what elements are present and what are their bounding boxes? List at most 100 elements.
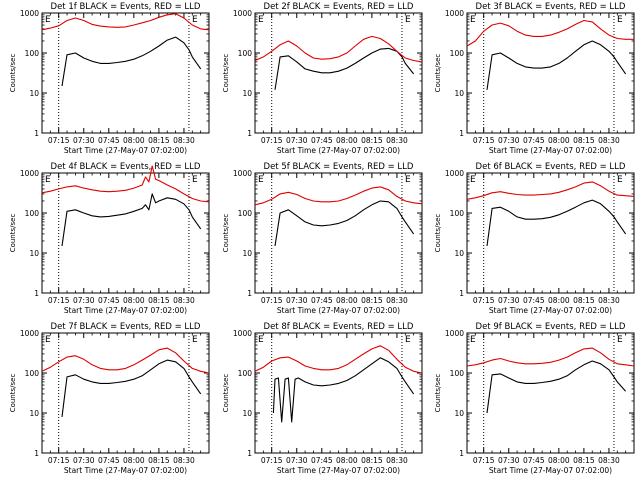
event-marker-label: E [617,15,623,25]
y-tick-label: 100 [450,369,465,378]
panel-det-1: Det 1f BLACK = Events, RED = LLD 1 10 100 10… [9,2,210,155]
y-axis-label: Counts/sec [434,54,442,93]
y-tick-label: 100 [238,369,253,378]
x-tick-label: 08:30 [173,136,195,145]
x-tick-label: 08:30 [386,296,408,305]
events-series-line [274,200,415,247]
y-tick-label: 100 [238,209,253,218]
x-tick-label: 08:30 [386,136,408,145]
x-axis-label: Start Time (27-May-07 07:02:00) [64,306,187,315]
y-tick-label: 1000 [20,169,39,178]
y-tick-label: 10 [29,89,39,98]
x-tick-label: 07:30 [286,296,308,305]
y-tick-label: 10 [454,409,464,418]
x-tick-label: 08:15 [573,136,595,145]
y-tick-label: 1000 [233,9,252,18]
panel-title: Det 3f BLACK = Events, RED = LLD [476,2,626,12]
x-tick-label: 08:15 [148,136,170,145]
panel-title: Det 2f BLACK = Events, RED = LLD [264,2,414,12]
y-tick-label: 10 [242,89,252,98]
panel-title: Det 7f BLACK = Events, RED = LLD [51,322,201,332]
y-axis-label: Counts/sec [9,374,17,413]
x-tick-label: 08:30 [386,456,408,465]
x-tick-label: 08:00 [336,456,358,465]
event-marker-label: E [617,335,623,345]
y-tick-label: 100 [238,49,253,58]
x-tick-label: 08:00 [548,456,570,465]
lld-series-line [466,181,635,200]
event-marker-label: E [405,175,411,185]
x-tick-label: 07:30 [498,296,520,305]
y-tick-label: 10 [242,409,252,418]
event-marker-label: E [192,335,198,345]
x-axis-label: Start Time (27-May-07 07:02:00) [277,466,400,475]
panel-det-9: Det 9f BLACK = Events, RED = LLD 1 10 100 10… [434,322,635,475]
x-tick-label: 08:15 [361,296,383,305]
y-tick-label: 1000 [445,169,464,178]
x-tick-label: 07:30 [73,456,95,465]
x-tick-label: 07:15 [261,296,283,305]
x-tick-label: 08:15 [148,296,170,305]
y-tick-label: 100 [450,49,465,58]
x-tick-label: 08:15 [361,456,383,465]
plot-frame [466,12,635,134]
x-tick-label: 08:00 [336,296,358,305]
panel-title: Det 5f BLACK = Events, RED = LLD [264,162,414,172]
plot-frame [254,172,423,294]
lld-series-line [254,345,423,374]
x-tick-label: 07:15 [48,456,70,465]
y-axis-label: Counts/sec [9,214,17,253]
lld-series-line [254,186,423,206]
event-marker-label: E [45,175,51,185]
y-tick-label: 1 [247,449,252,458]
panel-det-5: Det 5f BLACK = Events, RED = LLD 1 10 100 10… [222,162,423,315]
x-tick-label: 08:30 [173,456,195,465]
lld-series-line [466,19,634,47]
x-tick-label: 08:30 [173,296,195,305]
x-tick-label: 08:00 [548,136,570,145]
x-tick-label: 07:45 [311,456,333,465]
event-marker-label: E [470,175,476,185]
y-tick-label: 10 [29,249,39,258]
panel-det-4: Det 4f BLACK = Events, RED = LLD 1 10 100 10… [9,162,210,315]
y-tick-label: 1000 [20,9,39,18]
x-tick-label: 08:15 [148,456,170,465]
event-marker-label: E [45,15,51,25]
x-tick-label: 07:15 [473,456,495,465]
x-tick-label: 07:45 [523,456,545,465]
lld-series-line [41,13,210,31]
lld-series-line [254,35,423,63]
y-tick-label: 100 [25,209,40,218]
lld-series-line [41,347,210,374]
y-tick-label: 1000 [233,329,252,338]
x-tick-label: 07:30 [498,136,520,145]
x-axis-label: Start Time (27-May-07 07:02:00) [277,146,400,155]
x-axis-label: Start Time (27-May-07 07:02:00) [64,466,187,475]
y-axis-label: Counts/sec [9,54,17,93]
x-tick-label: 07:30 [498,456,520,465]
x-tick-label: 08:30 [598,136,620,145]
event-marker-label: E [192,175,198,185]
events-series-line [486,199,627,247]
y-axis-label: Counts/sec [434,374,442,413]
x-tick-label: 07:15 [48,136,70,145]
x-axis-label: Start Time (27-May-07 07:02:00) [489,306,612,315]
x-tick-label: 07:30 [73,136,95,145]
x-tick-label: 07:30 [286,456,308,465]
y-axis-label: Counts/sec [222,54,230,93]
y-tick-label: 1 [459,129,464,138]
y-tick-label: 1000 [445,329,464,338]
x-tick-label: 07:45 [523,296,545,305]
y-tick-label: 10 [29,409,39,418]
x-tick-label: 07:45 [98,136,120,145]
event-marker-label: E [405,335,411,345]
events-series-line [61,193,202,247]
event-marker-label: E [470,335,476,345]
x-tick-label: 07:15 [473,136,495,145]
plot-frame [41,12,210,134]
y-tick-label: 100 [450,209,465,218]
event-marker-label: E [405,15,411,25]
x-tick-label: 07:45 [98,296,120,305]
x-axis-label: Start Time (27-May-07 07:02:00) [489,466,612,475]
